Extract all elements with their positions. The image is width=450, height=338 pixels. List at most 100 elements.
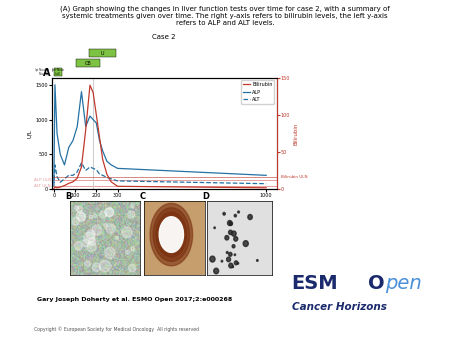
ALT <box>70 173 76 177</box>
Circle shape <box>214 268 219 274</box>
Circle shape <box>72 217 79 225</box>
Circle shape <box>214 227 215 228</box>
Text: Copyright © European Society for Medical Oncology  All rights reserved: Copyright © European Society for Medical… <box>35 327 199 332</box>
Circle shape <box>230 222 233 225</box>
ALP <box>87 114 93 118</box>
ALP <box>108 163 114 167</box>
Circle shape <box>226 257 230 262</box>
Bilirubin <box>79 165 84 169</box>
Circle shape <box>210 256 215 262</box>
Circle shape <box>76 206 82 213</box>
FancyBboxPatch shape <box>76 59 99 67</box>
Circle shape <box>76 211 85 221</box>
ALT <box>62 177 67 181</box>
Circle shape <box>104 223 107 227</box>
Bilirubin <box>100 158 105 162</box>
Polygon shape <box>150 203 193 266</box>
Circle shape <box>86 230 95 239</box>
Text: pen: pen <box>386 274 422 293</box>
Text: O: O <box>368 274 384 293</box>
ALT <box>263 182 269 186</box>
Text: ESM: ESM <box>292 274 338 293</box>
Circle shape <box>234 237 238 241</box>
ALP <box>54 131 60 136</box>
ALT <box>66 173 72 177</box>
ALT <box>108 177 114 181</box>
Bilirubin <box>52 185 58 189</box>
ALP <box>52 83 58 87</box>
Bilirubin <box>75 176 80 180</box>
Circle shape <box>229 252 232 256</box>
ALT <box>87 165 93 169</box>
Bilirubin <box>66 181 72 185</box>
FancyBboxPatch shape <box>54 68 63 76</box>
Text: Cancer Horizons: Cancer Horizons <box>292 302 387 312</box>
Title: Case 2: Case 2 <box>153 34 176 40</box>
Circle shape <box>105 208 113 217</box>
Text: D: D <box>202 192 210 201</box>
Circle shape <box>232 245 235 248</box>
Bilirubin <box>94 113 99 117</box>
Polygon shape <box>159 217 184 252</box>
Bilirubin <box>58 185 63 189</box>
Circle shape <box>232 231 236 236</box>
Circle shape <box>122 227 132 238</box>
ALP <box>58 152 63 156</box>
Circle shape <box>234 254 236 256</box>
ALP <box>51 180 57 184</box>
ALP <box>75 124 80 128</box>
Text: CB: CB <box>85 61 91 66</box>
Circle shape <box>232 266 234 268</box>
Circle shape <box>243 241 248 246</box>
Circle shape <box>229 230 232 235</box>
Bilirubin <box>263 186 269 190</box>
ALP <box>115 166 120 170</box>
Bilirubin <box>115 184 120 188</box>
Line: Bilirubin: Bilirubin <box>54 85 266 189</box>
Line: ALT: ALT <box>54 163 266 187</box>
Bilirubin <box>83 128 88 132</box>
ALP <box>66 145 72 149</box>
ALP <box>83 124 88 128</box>
Circle shape <box>223 212 225 215</box>
Circle shape <box>221 260 223 262</box>
Circle shape <box>128 211 135 219</box>
Circle shape <box>234 261 238 265</box>
Text: Ipi Nivo Ipi
Nivo Ipi: Ipi Nivo Ipi Nivo Ipi <box>35 68 50 76</box>
Text: U: U <box>101 51 104 56</box>
Circle shape <box>248 215 252 220</box>
ALP <box>94 121 99 125</box>
Circle shape <box>105 208 114 217</box>
Bilirubin <box>104 172 110 176</box>
ALP <box>104 160 110 164</box>
Y-axis label: U/L: U/L <box>27 129 32 138</box>
Line: ALP: ALP <box>54 85 266 182</box>
ALT <box>83 168 88 172</box>
ALT <box>51 185 57 189</box>
ALT <box>75 170 80 174</box>
Circle shape <box>87 242 96 252</box>
Bilirubin <box>97 135 102 139</box>
ALP <box>90 118 96 122</box>
Circle shape <box>92 263 100 272</box>
ALT <box>79 161 84 165</box>
Circle shape <box>85 261 90 267</box>
Circle shape <box>229 263 233 268</box>
Polygon shape <box>156 212 187 257</box>
Bilirubin <box>90 91 96 95</box>
Circle shape <box>99 260 111 272</box>
Circle shape <box>237 263 238 264</box>
Legend: Bilirubin, ALP, ALT: Bilirubin, ALP, ALT <box>241 80 274 104</box>
Polygon shape <box>153 208 189 261</box>
Bilirubin <box>108 180 114 184</box>
ALT <box>100 173 105 177</box>
Circle shape <box>126 250 130 254</box>
ALT <box>97 172 102 176</box>
Circle shape <box>92 225 102 235</box>
Text: ALT ULN: ALT ULN <box>34 185 51 189</box>
Circle shape <box>100 211 107 218</box>
Circle shape <box>94 214 97 218</box>
ALP <box>97 139 102 143</box>
Circle shape <box>130 204 134 208</box>
ALP <box>100 149 105 153</box>
